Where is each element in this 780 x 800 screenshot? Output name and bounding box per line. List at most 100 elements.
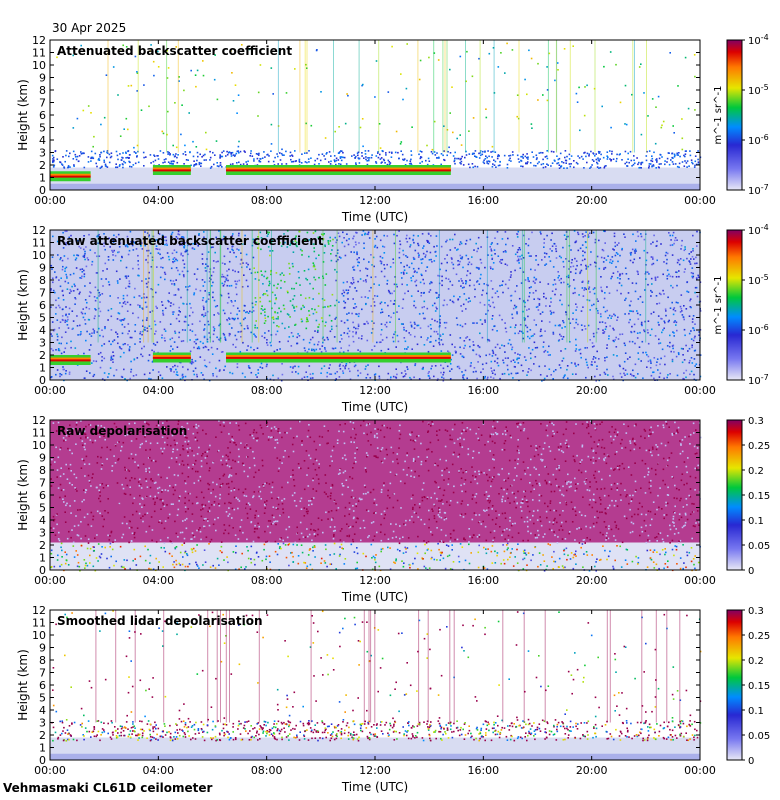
- heatmap-cell: [455, 317, 458, 319]
- heatmap-cell: [629, 259, 632, 262]
- heatmap-cell: [441, 376, 443, 379]
- heatmap-cell: [478, 451, 480, 454]
- heatmap-cell: [107, 281, 110, 283]
- heatmap-cell: [586, 347, 588, 349]
- heatmap-cell: [263, 151, 265, 153]
- x-tick-label: 08:00: [251, 194, 283, 207]
- heatmap-cell: [520, 516, 523, 519]
- heatmap-cell: [668, 152, 670, 154]
- heatmap-cell: [454, 538, 456, 541]
- heatmap-cell: [341, 241, 343, 244]
- heatmap-cell: [267, 246, 270, 248]
- heatmap-cell: [640, 133, 643, 136]
- heatmap-cell: [387, 304, 389, 307]
- heatmap-cell: [152, 568, 155, 570]
- heatmap-cell: [191, 247, 194, 249]
- heatmap-cell: [306, 565, 309, 568]
- heatmap-cell: [311, 349, 313, 352]
- heatmap-cell: [519, 324, 522, 326]
- heatmap-cell: [476, 322, 478, 324]
- heatmap-cell: [577, 231, 579, 234]
- heatmap-cell: [694, 291, 696, 294]
- heatmap-cell: [669, 373, 671, 375]
- heatmap-cell: [310, 124, 313, 127]
- heatmap-cell: [625, 161, 628, 164]
- heatmap-cell: [552, 331, 555, 334]
- heatmap-cell: [75, 267, 78, 269]
- heatmap-cell: [598, 559, 601, 561]
- heatmap-cell: [84, 250, 86, 253]
- heatmap-cell: [656, 361, 658, 363]
- heatmap-cell: [115, 270, 118, 273]
- heatmap-cell: [242, 341, 244, 344]
- heatmap-cell: [365, 156, 367, 158]
- heatmap-cell: [268, 155, 270, 157]
- heatmap-cell: [459, 346, 461, 349]
- heatmap-cell: [599, 151, 601, 153]
- heatmap-cell: [465, 308, 467, 310]
- heatmap-cell: [265, 555, 268, 558]
- heatmap-cell: [446, 365, 449, 368]
- heatmap-cell: [113, 339, 116, 341]
- heatmap-cell: [623, 233, 625, 235]
- heatmap-cell: [92, 360, 95, 362]
- heatmap-cell: [548, 521, 551, 523]
- heatmap-cell: [590, 166, 592, 168]
- heatmap-cell: [395, 558, 397, 560]
- heatmap-cell: [612, 272, 615, 274]
- heatmap-cell: [151, 259, 154, 261]
- heatmap-cell: [57, 456, 60, 459]
- heatmap-cell: [376, 246, 379, 249]
- heatmap-cell: [373, 345, 376, 347]
- heatmap-cell: [612, 378, 615, 381]
- heatmap-cell: [535, 255, 537, 257]
- heatmap-cell: [632, 233, 634, 236]
- heatmap-cell: [637, 271, 639, 273]
- heatmap-cell: [320, 372, 322, 374]
- heatmap-cell: [172, 280, 175, 282]
- heatmap-cell: [580, 155, 583, 158]
- heatmap-cell: [184, 329, 186, 331]
- heatmap-cell: [338, 365, 341, 367]
- x-tick-label: 12:00: [359, 194, 391, 207]
- heatmap-cell: [690, 547, 693, 549]
- heatmap-cell: [266, 500, 268, 502]
- colorbar: [726, 229, 743, 381]
- heatmap-cell: [491, 315, 494, 317]
- heatmap-cell: [440, 339, 443, 341]
- heatmap-cell: [617, 338, 620, 340]
- heatmap-cell: [321, 320, 324, 323]
- heatmap-cell: [522, 257, 525, 259]
- heatmap-cell: [188, 112, 190, 114]
- heatmap-cell: [258, 243, 260, 245]
- heatmap-cell: [439, 324, 441, 327]
- heatmap-cell: [565, 238, 567, 240]
- heatmap-cell: [594, 238, 597, 241]
- heatmap-cell: [608, 337, 610, 340]
- heatmap-cell: [317, 305, 320, 307]
- heatmap-cell: [490, 254, 493, 257]
- heatmap-cell: [295, 160, 297, 162]
- heatmap-cell: [471, 498, 474, 500]
- heatmap-cell: [306, 317, 308, 319]
- heatmap-cell: [276, 287, 278, 289]
- heatmap-cell: [306, 376, 309, 378]
- heatmap-cell: [666, 345, 669, 347]
- heatmap-cell: [370, 276, 372, 279]
- heatmap-cell: [450, 358, 452, 361]
- heatmap-cell: [197, 245, 199, 247]
- heatmap-cell: [281, 322, 284, 325]
- heatmap-cell: [367, 322, 369, 325]
- heatmap-cell: [59, 373, 61, 375]
- heatmap-cell: [682, 377, 684, 380]
- heatmap-cell: [311, 498, 313, 500]
- heatmap-cell: [686, 281, 688, 284]
- heatmap-cell: [92, 157, 95, 160]
- heatmap-cell: [365, 281, 367, 283]
- heatmap-cell: [180, 133, 182, 136]
- heatmap-cell: [230, 467, 233, 469]
- heatmap-cell: [245, 253, 248, 256]
- heatmap-cell: [607, 156, 609, 158]
- heatmap-cell: [223, 369, 225, 371]
- heatmap-cell: [93, 296, 96, 298]
